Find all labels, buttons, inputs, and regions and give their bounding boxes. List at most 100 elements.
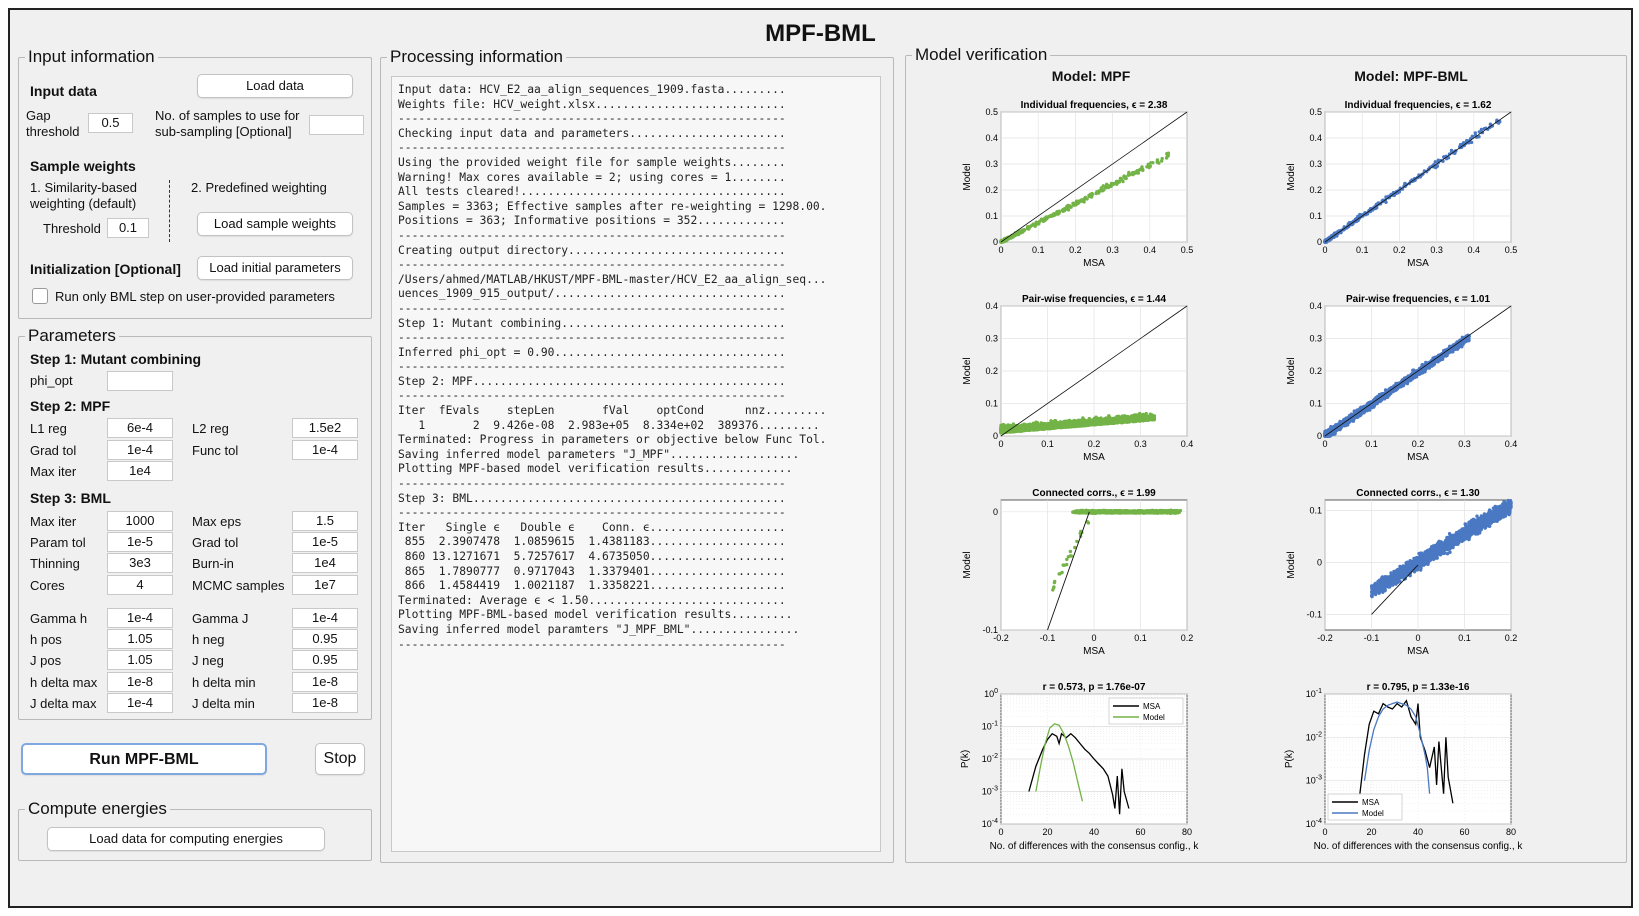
plot-title: Individual frequencies, ϵ = 1.62 (1345, 100, 1492, 111)
thinning-field[interactable]: 3e3 (107, 553, 173, 573)
data-point (1447, 152, 1452, 156)
data-point (1095, 422, 1099, 426)
load-initial-parameters-button[interactable]: Load initial parameters (197, 256, 353, 280)
data-point (1038, 219, 1042, 223)
diagonal-line (1324, 111, 1512, 243)
processing-log[interactable]: Input data: HCV_E2_aa_align_sequences_19… (391, 76, 881, 852)
threshold-label: Threshold (43, 221, 101, 236)
data-point (1155, 160, 1159, 164)
data-point (1099, 186, 1103, 190)
data-point (1102, 420, 1106, 425)
cores-field[interactable]: 4 (107, 575, 173, 595)
data-point (1022, 228, 1026, 232)
y-axis-label: Model (962, 163, 973, 190)
data-point (1107, 421, 1111, 425)
data-point (1123, 175, 1128, 179)
load-data-button[interactable]: Load data (197, 74, 353, 98)
x-tick-label: 0.1 (1356, 245, 1369, 255)
parameters-title: Parameters (25, 326, 119, 346)
data-point (1017, 425, 1021, 429)
stop-button[interactable]: Stop (315, 743, 365, 775)
data-point (1054, 211, 1059, 216)
y-tick-label: 0.5 (1309, 107, 1322, 117)
x-tick-label: 0 (998, 439, 1003, 449)
j-delta-min-field[interactable]: 1e-8 (292, 693, 358, 713)
data-point (1140, 416, 1145, 420)
max-iter-bml-field[interactable]: 1000 (107, 511, 173, 531)
data-point (1043, 424, 1047, 429)
mpf-bml-individual-frequencies-plot: 0 0.1 0.2 0.3 0.4 0.500.10.20.30.40.5Individu… (1286, 100, 1518, 269)
j-delta-max-field[interactable]: 1e-4 (107, 693, 173, 713)
weights-divider (169, 180, 170, 242)
func-tol-field[interactable]: 1e-4 (292, 440, 358, 460)
initialization-label: Initialization [Optional] (30, 261, 181, 277)
l2-reg-field[interactable]: 1.5e2 (292, 418, 358, 438)
data-point (1068, 204, 1072, 208)
data-point (1166, 151, 1171, 155)
plot-title: Individual frequencies, ϵ = 2.38 (1021, 100, 1168, 111)
data-point (1041, 217, 1046, 222)
data-point (1473, 131, 1477, 135)
h-neg-field[interactable]: 0.95 (292, 629, 358, 649)
run-bml-only-checkbox[interactable] (32, 288, 48, 304)
x-tick-label: 0.1 (1041, 439, 1054, 449)
data-point (1061, 207, 1065, 212)
data-point (1151, 161, 1155, 165)
x-tick-label: 0 (1322, 245, 1327, 255)
data-point (1022, 426, 1026, 431)
x-axis-label: MSA (1407, 258, 1429, 269)
x-axis-label: MSA (1083, 452, 1105, 463)
y-tick-label: 0.4 (985, 133, 998, 143)
run-bml-only-label: Run only BML step on user-provided param… (55, 289, 335, 304)
compute-energies-title: Compute energies (25, 799, 170, 819)
data-point (1009, 236, 1013, 240)
y-tick-label: 0.3 (985, 159, 998, 169)
mpf-column-header: Model: MPF (1051, 68, 1131, 84)
data-point (1427, 366, 1431, 370)
data-point (1096, 190, 1100, 195)
y-tick-label: 0.4 (985, 301, 998, 311)
burnin-field[interactable]: 1e4 (292, 553, 358, 573)
data-point (1114, 181, 1119, 185)
processing-information-panel: Processing information Input data: HCV_E… (380, 47, 894, 863)
l1-reg-field[interactable]: 6e-4 (107, 418, 173, 438)
samples-label: No. of samples to use for sub-sampling [… (155, 108, 300, 139)
gap-threshold-field[interactable]: 0.5 (88, 113, 133, 133)
gamma-j-field[interactable]: 1e-4 (292, 608, 358, 628)
grad-tol-field[interactable]: 1e-4 (107, 440, 173, 460)
h-delta-max-field[interactable]: 1e-8 (107, 672, 173, 692)
data-point (1119, 177, 1124, 182)
load-energies-data-button[interactable]: Load data for computing energies (47, 827, 325, 851)
h-delta-min-field[interactable]: 1e-8 (292, 672, 358, 692)
data-point (1094, 415, 1098, 419)
thinning-label: Thinning (30, 556, 80, 571)
j-neg-field[interactable]: 0.95 (292, 650, 358, 670)
x-tick-label: 0.5 (1505, 245, 1518, 255)
input-information-title: Input information (25, 47, 158, 67)
x-tick-label: 0.4 (1468, 245, 1481, 255)
max-iter-mpf-field[interactable]: 1e4 (107, 461, 173, 481)
mcmc-samples-field[interactable]: 1e7 (292, 575, 358, 595)
max-eps-field[interactable]: 1.5 (292, 511, 358, 531)
h-pos-field[interactable]: 1.05 (107, 629, 173, 649)
data-point (1090, 191, 1094, 196)
data-point (1048, 424, 1052, 429)
threshold-field[interactable]: 0.1 (107, 218, 149, 238)
run-mpf-bml-button[interactable]: Run MPF-BML (21, 743, 267, 775)
param-tol-field[interactable]: 1e-5 (107, 532, 173, 552)
data-point (1127, 170, 1131, 175)
phi-opt-field[interactable] (107, 371, 173, 391)
max-eps-label: Max eps (192, 514, 242, 529)
samples-field[interactable] (309, 115, 364, 135)
gamma-h-field[interactable]: 1e-4 (107, 608, 173, 628)
data-point (1082, 419, 1087, 424)
data-point (1125, 419, 1129, 423)
data-point (1384, 200, 1388, 204)
load-sample-weights-button[interactable]: Load sample weights (197, 212, 353, 236)
data-point (1113, 419, 1117, 423)
data-point (1097, 422, 1102, 426)
grad-tol-bml-field[interactable]: 1e-5 (292, 532, 358, 552)
data-point (1148, 164, 1152, 168)
data-point (1117, 180, 1121, 184)
j-pos-field[interactable]: 1.05 (107, 650, 173, 670)
